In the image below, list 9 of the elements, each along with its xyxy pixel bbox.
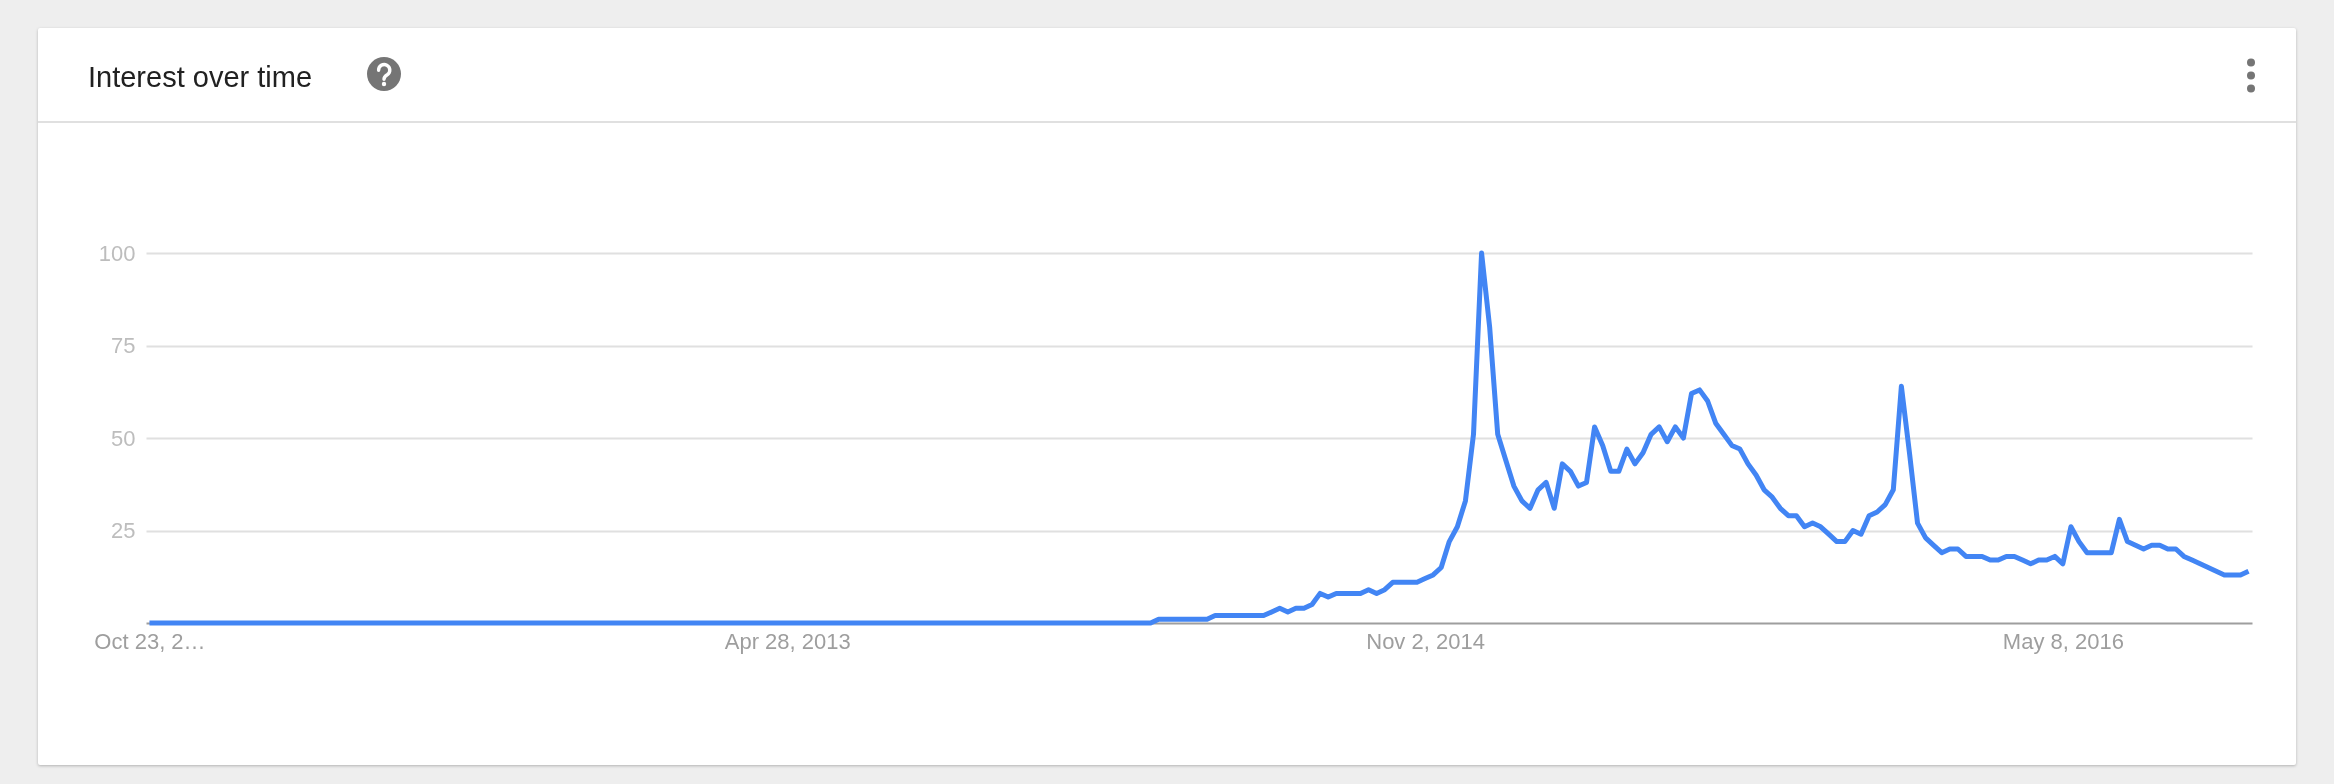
x-tick-label: Oct 23, 2…: [94, 628, 206, 654]
y-tick-label: 75: [111, 333, 136, 358]
chart-title: Interest over time: [88, 61, 313, 93]
y-tick-label: 100: [98, 240, 136, 266]
y-tick-label: 25: [111, 518, 136, 543]
y-tick-label: 50: [111, 425, 136, 451]
x-tick-label: May 8, 2016: [2002, 628, 2124, 654]
x-tick-label: Apr 28, 2013: [724, 628, 851, 654]
x-tick-label: Nov 2, 2014: [1366, 628, 1485, 654]
